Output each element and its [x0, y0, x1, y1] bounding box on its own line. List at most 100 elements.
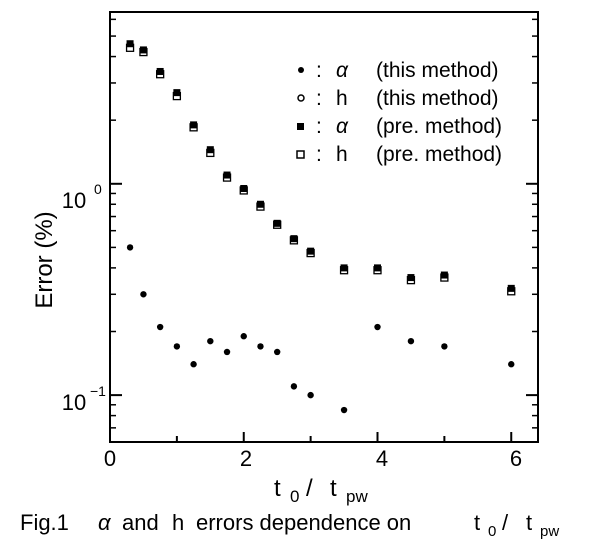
caption-t: t — [474, 510, 480, 535]
point-h-pre-method — [222, 173, 232, 182]
point-alpha-pre-method — [256, 200, 264, 208]
point-alpha-pre-method — [273, 219, 281, 227]
x-title-slash: / — [306, 475, 313, 502]
point-h-pre-method — [507, 287, 516, 296]
point-h-pre-method — [172, 91, 182, 101]
point-alpha-this-method — [156, 323, 164, 331]
x-tick-label: 2 — [240, 446, 252, 471]
x-axis-title: t 0 / t pw — [274, 475, 368, 506]
plot-frame — [109, 11, 539, 443]
legend-marker-filled-circle — [298, 67, 304, 73]
point-h-pre-method — [239, 186, 248, 195]
point-alpha-pre-method — [374, 264, 381, 272]
point-alpha-this-method — [126, 244, 134, 251]
x-title-sub0: 0 — [290, 487, 299, 506]
x-axis-ticks — [109, 432, 513, 442]
caption-t2: t — [526, 510, 532, 535]
legend-colon: : — [316, 87, 322, 110]
caption-middle: and — [122, 510, 159, 535]
point-alpha-pre-method — [340, 264, 348, 272]
point-h-pre-method — [189, 123, 198, 132]
y-axis-title: Error (%) — [31, 211, 58, 308]
point-h-pre-method — [256, 202, 265, 211]
point-h-pre-method — [373, 266, 382, 275]
legend: : α (this method) : h (this method) : α … — [296, 59, 502, 166]
caption-prefix: Fig.1 — [20, 510, 69, 535]
legend-entry-alpha-pre: : α (pre. method) — [297, 115, 502, 138]
y-axis-minor-ticks — [110, 18, 538, 429]
legend-var: h — [336, 87, 348, 110]
point-alpha-this-method — [508, 361, 515, 368]
legend-var: h — [336, 143, 348, 166]
point-alpha-this-method — [273, 348, 281, 356]
legend-method: (this method) — [376, 59, 499, 82]
legend-entry-alpha-this: : α (this method) — [298, 59, 499, 82]
legend-colon: : — [316, 143, 322, 166]
point-alpha-pre-method — [290, 235, 298, 243]
point-alpha-pre-method — [307, 247, 315, 255]
legend-entry-h-this: : h (this method) — [297, 87, 499, 110]
point-alpha-this-method — [340, 406, 348, 414]
point-alpha-this-method — [223, 348, 231, 356]
point-alpha-this-method — [307, 391, 314, 399]
legend-var: α — [336, 59, 349, 82]
y-tick-base: 10 — [62, 390, 86, 415]
y-tick-label-1: 10 0 — [62, 181, 102, 213]
caption-suffix: errors dependence on — [196, 510, 411, 535]
point-h-pre-method — [289, 236, 299, 245]
caption-alpha: α — [98, 510, 112, 535]
data-points — [125, 40, 516, 414]
point-alpha-pre-method — [139, 46, 147, 54]
point-alpha-this-method — [290, 383, 298, 390]
point-alpha-pre-method — [240, 184, 248, 192]
x-tick-label: 4 — [376, 446, 388, 471]
legend-marker-open-square — [296, 150, 305, 159]
point-h-pre-method — [273, 220, 282, 229]
point-h-pre-method — [139, 47, 148, 57]
y-tick-base: 10 — [62, 188, 86, 213]
x-tick-label: 0 — [104, 446, 116, 471]
point-alpha-this-method — [140, 291, 147, 298]
point-h-pre-method — [156, 70, 165, 79]
legend-colon: : — [316, 59, 322, 82]
legend-method: (pre. method) — [376, 143, 502, 166]
y-axis-ticks — [110, 182, 538, 397]
point-alpha-this-method — [240, 333, 247, 340]
point-alpha-pre-method — [190, 121, 198, 129]
figure-caption: Fig.1 α and h errors dependence on t 0 /… — [20, 510, 559, 540]
point-alpha-this-method — [173, 343, 181, 350]
caption-sub0: 0 — [488, 523, 496, 540]
point-h-pre-method — [306, 248, 315, 258]
x-title-subpw: pw — [346, 487, 368, 506]
point-h-pre-method — [339, 266, 349, 275]
point-alpha-this-method — [374, 323, 381, 331]
point-h-pre-method — [440, 273, 449, 282]
y-tick-exp: 0 — [94, 181, 102, 197]
point-alpha-pre-method — [156, 67, 164, 75]
legend-marker-open-circle — [297, 94, 305, 102]
legend-method: (pre. method) — [376, 115, 502, 138]
x-title-t2: t — [330, 475, 337, 502]
point-alpha-pre-method — [440, 271, 448, 279]
point-alpha-this-method — [190, 361, 197, 368]
caption-slash: / — [502, 510, 509, 535]
caption-subpw: pw — [540, 523, 559, 540]
y-tick-exp: −1 — [90, 383, 106, 399]
caption-h: h — [172, 510, 184, 535]
point-alpha-this-method — [441, 343, 448, 350]
point-alpha-this-method — [407, 337, 415, 345]
legend-colon: : — [316, 115, 322, 138]
point-h-pre-method — [206, 148, 215, 158]
legend-entry-h-pre: : h (pre. method) — [296, 143, 502, 166]
point-alpha-this-method — [257, 343, 264, 350]
x-tick-label: 6 — [510, 446, 522, 471]
point-h-pre-method — [125, 43, 135, 52]
x-title-t: t — [274, 475, 281, 502]
point-h-pre-method — [406, 275, 416, 285]
point-alpha-pre-method — [223, 171, 231, 179]
point-alpha-pre-method — [407, 274, 415, 282]
legend-method: (this method) — [376, 87, 499, 110]
point-alpha-this-method — [207, 337, 214, 345]
legend-marker-filled-square — [297, 123, 304, 130]
